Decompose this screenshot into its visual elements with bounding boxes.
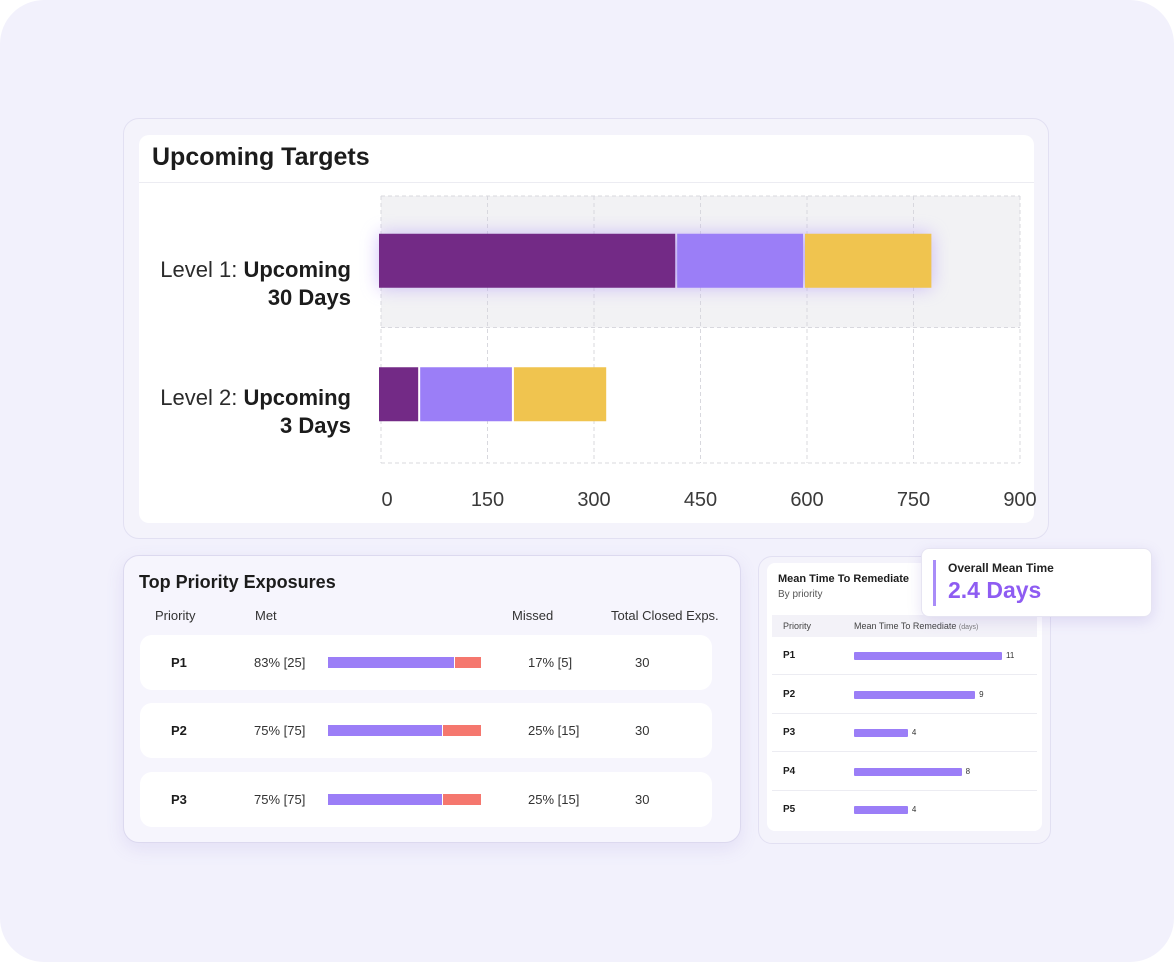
column-header-total: Total Closed Exps. <box>611 608 719 623</box>
table-row: P2 75% [75] 25% [15] 30 <box>140 703 712 758</box>
row-divider <box>772 789 1037 791</box>
overall-mean-time-value: 2.4 Days <box>948 577 1042 603</box>
table-row: P3 75% [75] 25% [15] 30 <box>140 772 712 827</box>
top-priority-title: Top Priority Exposures <box>139 572 336 592</box>
x-tick-label: 450 <box>684 489 717 511</box>
mean-time-value: 8 <box>965 766 971 776</box>
row-label-bold: 3 Days <box>280 413 351 438</box>
mean-time-title: Mean Time To Remediate <box>778 573 910 585</box>
mean-time-priority: P5 <box>783 804 796 815</box>
met-bar <box>328 794 442 805</box>
row-label-level-1: Level 1: Upcoming 30 Days <box>131 256 351 312</box>
mean-time-value: 11 <box>1006 651 1015 660</box>
row-divider <box>772 674 1037 675</box>
row-label-prefix: Level 1: <box>160 257 244 282</box>
bar-segment <box>420 367 512 422</box>
met-cell: 83% [25] <box>254 655 306 670</box>
row-label-bold: Upcoming <box>243 257 351 282</box>
priority-cell: P1 <box>171 655 187 670</box>
missed-cell: 25% [15] <box>528 792 580 807</box>
row-divider <box>772 751 1037 752</box>
x-tick-label: 900 <box>1003 489 1036 511</box>
table-row: P1 83% [25] 17% [5] 30 <box>140 635 712 690</box>
row-label-level-2: Level 2: Upcoming 3 Days <box>131 384 351 440</box>
met-cell: 75% [75] <box>254 792 306 807</box>
bar-segment <box>513 367 607 422</box>
mean-time-column-priority: Priority <box>783 621 812 631</box>
mean-time-bar <box>854 652 1002 660</box>
bar-segment <box>379 367 419 422</box>
column-header-priority: Priority <box>155 608 196 623</box>
mean-time-subtitle: By priority <box>778 589 823 600</box>
column-header-met: Met <box>255 608 277 623</box>
missed-bar <box>454 657 481 668</box>
mean-time-bar <box>854 729 908 737</box>
x-tick-label: 0 <box>381 489 392 511</box>
bar-segment <box>677 233 803 288</box>
mean-time-value: 4 <box>911 728 917 737</box>
mean-time-value: 4 <box>911 805 917 814</box>
missed-bar <box>442 725 481 736</box>
row-divider <box>772 712 1037 714</box>
overall-mean-time-label: Overall Mean Time <box>948 561 1054 575</box>
x-tick-label: 300 <box>577 489 610 511</box>
x-tick-label: 600 <box>790 489 823 511</box>
row-label-prefix: Level 2: <box>160 385 244 410</box>
met-bar <box>328 725 442 736</box>
mean-time-priority: P3 <box>783 727 796 738</box>
x-tick-label: 150 <box>471 489 504 511</box>
mean-time-bar <box>854 806 908 814</box>
mean-time-column-value-label: Mean Time To Remediate <box>854 621 957 631</box>
row-label-bold: 30 Days <box>267 285 351 310</box>
overall-accent-bar <box>933 560 936 606</box>
total-cell: 30 <box>635 723 650 738</box>
missed-cell: 17% [5] <box>528 655 573 670</box>
missed-cell: 25% [15] <box>528 723 580 738</box>
bar-segment <box>379 233 676 288</box>
mean-time-value: 9 <box>979 689 984 699</box>
priority-cell: P3 <box>171 792 187 807</box>
x-tick-label: 750 <box>897 489 930 511</box>
total-cell: 30 <box>635 792 650 807</box>
total-cell: 30 <box>635 655 650 670</box>
mean-time-column-value: Mean Time To Remediate (days) <box>854 621 978 631</box>
priority-cell: P2 <box>171 723 187 738</box>
mean-time-bar <box>854 690 976 699</box>
mean-time-priority: P1 <box>783 650 796 661</box>
mean-time-column-unit: (days) <box>958 624 979 631</box>
row-label-bold: Upcoming <box>243 385 351 410</box>
mean-time-header-row <box>772 615 1037 637</box>
met-cell: 75% [75] <box>254 723 306 738</box>
upcoming-targets-title: Upcoming Targets <box>152 143 370 171</box>
mean-time-priority: P4 <box>783 765 796 777</box>
column-header-missed: Missed <box>512 608 554 623</box>
missed-bar <box>442 794 481 805</box>
mean-time-priority: P2 <box>783 688 796 700</box>
mean-time-bar <box>854 767 962 776</box>
title-divider <box>139 182 1034 183</box>
overall-mean-time-card <box>921 548 1152 617</box>
bar-segment <box>805 233 932 288</box>
met-bar <box>328 657 454 668</box>
